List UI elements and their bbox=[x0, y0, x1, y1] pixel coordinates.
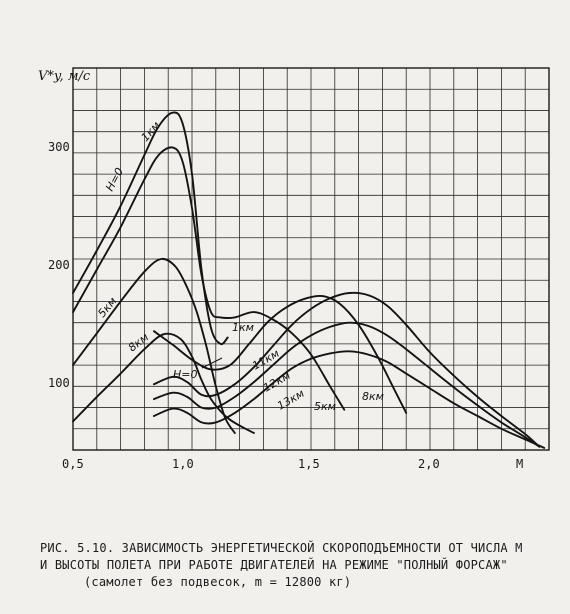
x-tick-labels: 0,5 1,0 1,5 2,0 M bbox=[62, 457, 523, 471]
curves-group bbox=[72, 111, 546, 449]
x-tick-label: 0,5 bbox=[62, 457, 84, 471]
y-tick-label: 300 bbox=[48, 140, 70, 154]
curve-label-11km: 11км bbox=[250, 347, 282, 373]
curve-label-13km: 13км bbox=[275, 387, 307, 413]
curve-label-8km-left: 8км bbox=[126, 331, 151, 355]
x-tick-label: 1,0 bbox=[172, 457, 194, 471]
caption-line-2: И ВЫСОТЫ ПОЛЕТА ПРИ РАБОТЕ ДВИГАТЕЛЕЙ НА… bbox=[40, 558, 508, 572]
energy-climb-chart: V*y, м/с 100 200 300 0,5 1,0 1,5 2,0 M H… bbox=[38, 67, 550, 471]
curve-label-5km-left: 5км bbox=[95, 295, 119, 320]
y-tick-label: 100 bbox=[48, 376, 70, 390]
figure-caption: РИС. 5.10. ЗАВИСИМОСТЬ ЭНЕРГЕТИЧЕСКОЙ СК… bbox=[40, 540, 560, 591]
curve-label-h0-right: H=0 bbox=[173, 368, 198, 381]
label-leader-h0 bbox=[201, 357, 223, 369]
caption-line-1: РИС. 5.10. ЗАВИСИМОСТЬ ЭНЕРГЕТИЧЕСКОЙ СК… bbox=[40, 541, 523, 555]
y-tick-label: 200 bbox=[48, 258, 70, 272]
series-line-7 bbox=[152, 321, 541, 448]
curve-label-h0-left: H=0 bbox=[103, 166, 126, 194]
x-tick-label: M bbox=[516, 457, 523, 471]
plot-frame bbox=[72, 67, 550, 451]
series-line-2 bbox=[72, 146, 346, 411]
curve-label-8km-right: 8км bbox=[362, 390, 384, 403]
series-line-8 bbox=[152, 350, 546, 449]
curve-label-5km-right: 5км bbox=[314, 400, 336, 413]
x-tick-label: 2,0 bbox=[418, 457, 440, 471]
curve-label-1km-left: 1км bbox=[139, 119, 163, 144]
curve-label-1km-right: 1км bbox=[232, 321, 254, 334]
series-line-3 bbox=[72, 257, 236, 434]
grid-lines bbox=[73, 68, 549, 450]
caption-line-3: (самолет без подвесок, m = 12800 кг) bbox=[84, 575, 352, 589]
series-line-1 bbox=[72, 111, 229, 346]
y-axis-label-text: V*y, м/с bbox=[38, 69, 91, 84]
series-line-5 bbox=[152, 294, 408, 414]
y-axis-label: V*y, м/с bbox=[38, 69, 91, 84]
y-tick-labels: 100 200 300 bbox=[48, 140, 70, 390]
series-line-6 bbox=[152, 291, 539, 446]
x-tick-label: 1,5 bbox=[298, 457, 320, 471]
